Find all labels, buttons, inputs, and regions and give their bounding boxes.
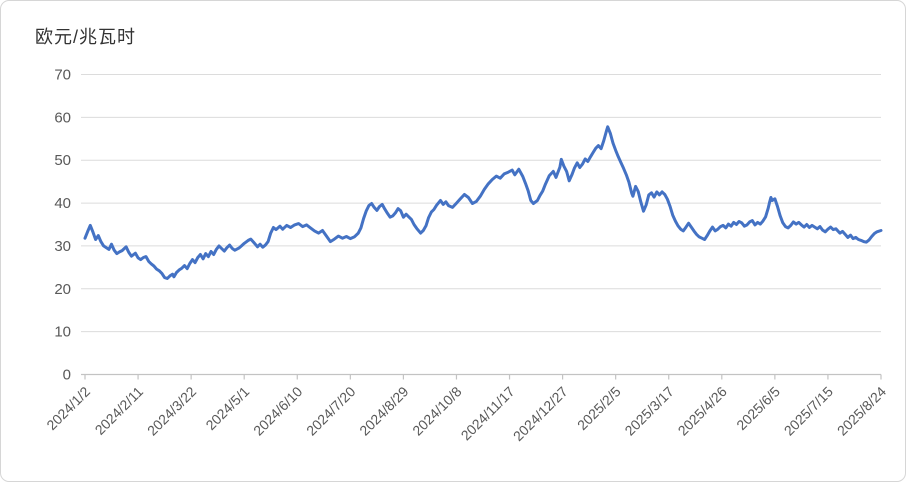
x-axis-tick-label: 2024/5/1 xyxy=(202,383,252,433)
x-axis-tick-label: 2024/11/17 xyxy=(458,383,518,443)
x-axis-tick-label: 2024/10/8 xyxy=(409,383,465,439)
gridlines xyxy=(81,74,881,333)
x-axis-tick-label: 2025/8/24 xyxy=(834,383,890,439)
x-axis-tick-label: 2025/4/26 xyxy=(675,383,731,439)
x-axis-tick-label: 2024/2/11 xyxy=(92,383,147,438)
x-axis-tick-label: 2024/6/10 xyxy=(250,383,306,439)
x-axis-tick-label: 2024/8/29 xyxy=(356,383,412,439)
x-axis-tick-label: 2024/12/27 xyxy=(510,383,571,444)
y-axis-tick-label: 60 xyxy=(54,109,71,126)
y-axis-tick-label: 30 xyxy=(54,238,71,255)
x-axis-tick-label: 2025/3/17 xyxy=(621,383,677,439)
chart-title: 欧元/兆瓦时 xyxy=(35,27,137,47)
y-axis-labels: 0 10 20 30 40 50 60 70 xyxy=(54,67,71,384)
y-axis-tick-label: 70 xyxy=(54,67,71,84)
x-axis-tick-label: 2025/2/5 xyxy=(574,383,624,433)
price-series-line xyxy=(83,125,883,280)
x-axis xyxy=(81,373,882,380)
y-axis-tick-label: 0 xyxy=(63,367,71,384)
x-axis-tick-label: 2025/6/5 xyxy=(733,383,783,433)
x-axis-tick-label: 2024/3/22 xyxy=(144,383,200,439)
x-axis-tick-label: 2024/7/20 xyxy=(303,383,359,439)
x-axis-tick-label: 2025/7/15 xyxy=(781,383,837,439)
y-axis-tick-label: 20 xyxy=(54,281,71,298)
y-axis-tick-label: 40 xyxy=(54,195,71,212)
y-axis-tick-label: 10 xyxy=(54,324,71,341)
y-axis-tick-label: 50 xyxy=(54,152,71,169)
x-axis-tick-label: 2024/1/2 xyxy=(43,383,93,433)
